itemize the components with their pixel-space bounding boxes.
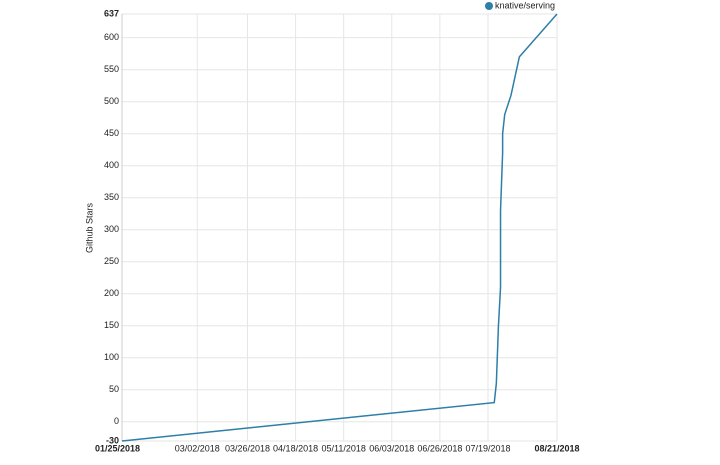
x-tick-label: 03/26/2018 — [225, 443, 270, 453]
y-tick-label: 50 — [109, 384, 119, 394]
legend-label: knative/serving — [495, 0, 555, 10]
y-tick-label: 350 — [104, 192, 119, 202]
y-tick-label: 400 — [104, 160, 119, 170]
y-tick-label: 300 — [104, 224, 119, 234]
y-tick-label: 150 — [104, 320, 119, 330]
x-tick-label: 06/03/2018 — [369, 443, 414, 453]
y-tick-label: 100 — [104, 352, 119, 362]
y-tick-label: 250 — [104, 256, 119, 266]
y-axis-label: Github Stars — [84, 202, 94, 253]
y-tick-label: 550 — [104, 64, 119, 74]
y-tick-label: 0 — [114, 416, 119, 426]
y-tick-label: 500 — [104, 96, 119, 106]
y-tick-label: 200 — [104, 288, 119, 298]
x-tick-label: 01/25/2018 — [95, 443, 140, 453]
line — [121, 13, 558, 442]
x-tick-label: 03/02/2018 — [175, 443, 220, 453]
x-tick-label: 07/19/2018 — [465, 443, 510, 453]
x-tick-label: 04/18/2018 — [273, 443, 318, 453]
y-tick-label: 450 — [104, 128, 119, 138]
x-tick-label: 06/26/2018 — [417, 443, 462, 453]
y-tick-label: -30 — [106, 435, 119, 445]
legend-marker — [485, 2, 493, 10]
y-tick-label: 600 — [104, 32, 119, 42]
y-tick-label: 637 — [104, 8, 119, 18]
x-tick-label: 08/21/2018 — [534, 443, 579, 453]
x-tick-label: 05/11/2018 — [321, 443, 365, 453]
